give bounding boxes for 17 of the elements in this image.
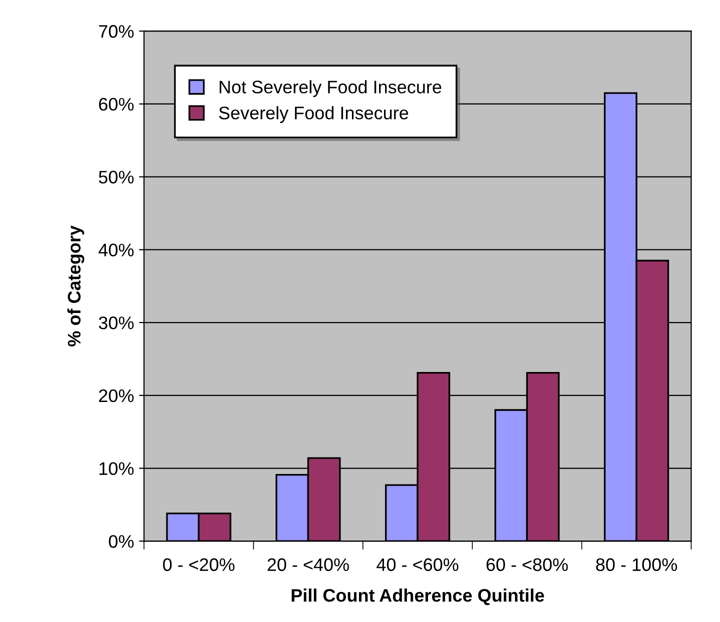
y-tick-label: 0% <box>108 535 134 548</box>
y-tick-label: 50% <box>98 170 134 184</box>
legend-label: Severely Food Insecure <box>219 106 408 123</box>
x-tick-label: 60 - <80% <box>486 558 568 572</box>
y-tick-label: 20% <box>99 389 134 402</box>
x-tick-label: 40 - <60% <box>376 558 458 572</box>
x-axis-title: Pill Count Adherence Quintile <box>292 588 544 606</box>
legend-label: Not Severely Food Insecure <box>220 80 442 97</box>
x-tick-label: 80 - 100% <box>596 558 677 572</box>
y-tick-label: 70% <box>99 25 134 38</box>
y-tick-label: 10% <box>100 462 134 475</box>
y-tick-label: 60% <box>99 98 134 111</box>
y-tick-label: 30% <box>98 316 134 330</box>
y-tick-label: 40% <box>98 244 134 256</box>
x-tick-label: 0 - <20% <box>163 558 234 572</box>
y-axis-title: % of Category <box>67 226 84 346</box>
x-tick-label: 20 - <40% <box>268 558 349 572</box>
